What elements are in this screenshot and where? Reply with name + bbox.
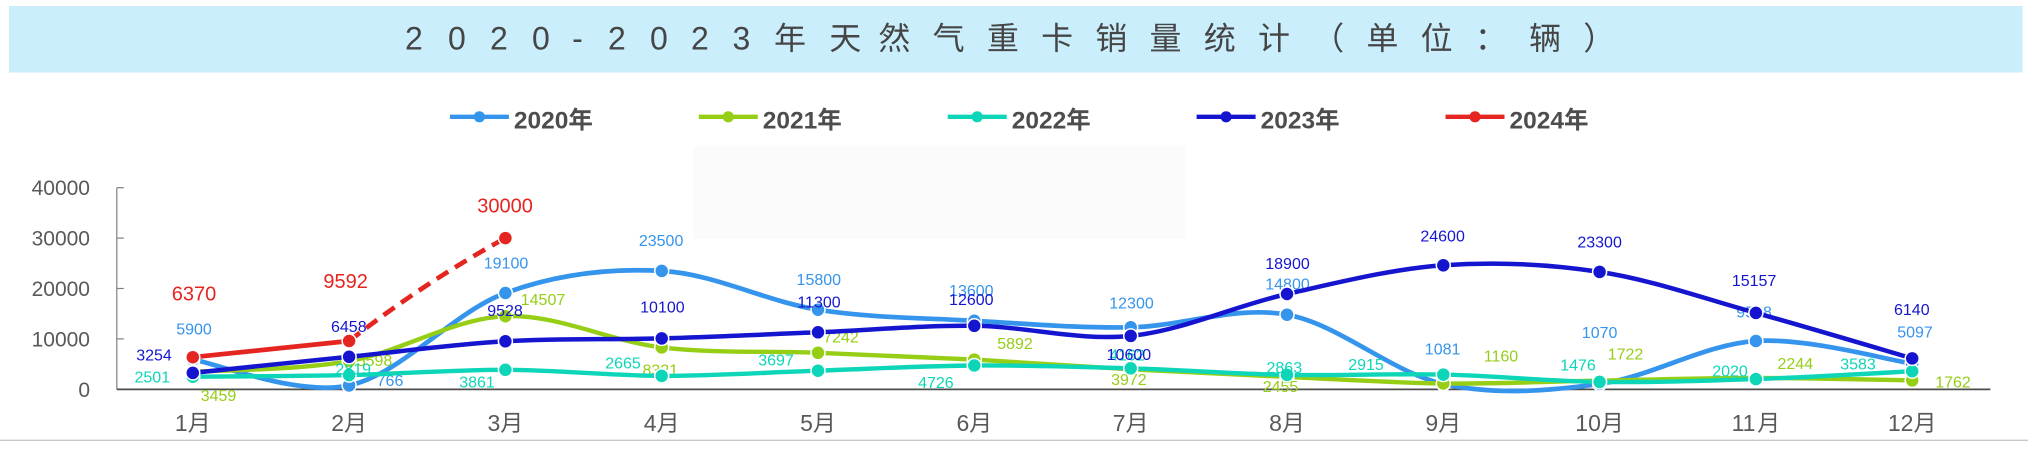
svg-text:5097: 5097 bbox=[1897, 324, 1933, 341]
svg-text:24600: 24600 bbox=[1420, 229, 1465, 246]
svg-text:3583: 3583 bbox=[1840, 357, 1876, 374]
svg-text:2501: 2501 bbox=[135, 370, 171, 387]
svg-text:15800: 15800 bbox=[797, 272, 842, 289]
svg-text:5: 5 bbox=[800, 410, 813, 436]
svg-text:2915: 2915 bbox=[1348, 357, 1384, 374]
svg-text:1: 1 bbox=[175, 410, 188, 436]
svg-text:20000: 20000 bbox=[32, 278, 90, 301]
svg-text:5892: 5892 bbox=[997, 336, 1033, 353]
svg-text:11300: 11300 bbox=[797, 295, 840, 312]
svg-text:1476: 1476 bbox=[1560, 357, 1596, 374]
svg-text:2: 2 bbox=[331, 410, 344, 436]
svg-text:4162: 4162 bbox=[1109, 347, 1145, 364]
svg-text:9: 9 bbox=[1425, 410, 1438, 436]
svg-text:30000: 30000 bbox=[32, 228, 90, 251]
svg-text:766: 766 bbox=[377, 373, 404, 390]
svg-text:30000: 30000 bbox=[477, 196, 533, 218]
svg-text:19100: 19100 bbox=[484, 255, 529, 272]
svg-text:2020: 2020 bbox=[514, 107, 569, 134]
svg-text:10600: 10600 bbox=[1107, 347, 1152, 364]
svg-text:1081: 1081 bbox=[1425, 341, 1461, 358]
svg-text:6140: 6140 bbox=[1894, 302, 1930, 319]
svg-text:2024: 2024 bbox=[1510, 107, 1565, 134]
svg-text:2819: 2819 bbox=[335, 361, 371, 378]
svg-text:0: 0 bbox=[78, 379, 90, 402]
svg-text:23500: 23500 bbox=[639, 233, 684, 250]
svg-text:3972: 3972 bbox=[1111, 372, 1147, 389]
svg-text:12300: 12300 bbox=[1109, 296, 1154, 313]
svg-text:9528: 9528 bbox=[487, 303, 523, 320]
svg-text:3861: 3861 bbox=[459, 374, 495, 391]
svg-text:2023: 2023 bbox=[1261, 107, 1316, 134]
svg-text:3697: 3697 bbox=[758, 353, 794, 370]
svg-text:2020-2023: 2020-2023 bbox=[405, 21, 750, 57]
svg-text:2863: 2863 bbox=[1267, 360, 1303, 377]
svg-text:23300: 23300 bbox=[1577, 235, 1622, 252]
svg-text:4726: 4726 bbox=[918, 375, 954, 392]
svg-text:2455: 2455 bbox=[1263, 379, 1299, 396]
svg-text:18900: 18900 bbox=[1265, 256, 1310, 273]
svg-text:11: 11 bbox=[1732, 410, 1756, 436]
svg-text:3459: 3459 bbox=[201, 388, 237, 405]
svg-text:2022: 2022 bbox=[1012, 107, 1067, 134]
svg-text:1160: 1160 bbox=[1484, 348, 1519, 365]
svg-text:9592: 9592 bbox=[323, 271, 368, 293]
svg-text:1762: 1762 bbox=[1935, 375, 1971, 392]
svg-text:2021: 2021 bbox=[763, 107, 818, 134]
svg-text:2020: 2020 bbox=[1712, 363, 1748, 380]
svg-text:3254: 3254 bbox=[136, 347, 172, 364]
svg-text:4: 4 bbox=[644, 410, 657, 436]
svg-text:8: 8 bbox=[1269, 410, 1282, 436]
svg-text:7: 7 bbox=[1113, 410, 1126, 436]
svg-text:1722: 1722 bbox=[1608, 347, 1644, 364]
svg-text:12: 12 bbox=[1888, 410, 1914, 436]
svg-text:10100: 10100 bbox=[640, 300, 685, 317]
svg-text:12600: 12600 bbox=[949, 292, 994, 309]
svg-text:10000: 10000 bbox=[32, 328, 90, 351]
svg-text:3: 3 bbox=[488, 410, 501, 436]
svg-text:14507: 14507 bbox=[521, 292, 566, 309]
svg-text:1070: 1070 bbox=[1582, 325, 1618, 342]
svg-text:5900: 5900 bbox=[176, 321, 212, 338]
svg-text:2665: 2665 bbox=[605, 356, 641, 373]
svg-text:6458: 6458 bbox=[331, 319, 367, 336]
svg-text:40000: 40000 bbox=[32, 177, 90, 200]
svg-text:2244: 2244 bbox=[1778, 356, 1814, 373]
svg-text:13600: 13600 bbox=[949, 283, 994, 300]
svg-text:6: 6 bbox=[957, 410, 970, 436]
svg-text:15157: 15157 bbox=[1732, 273, 1777, 290]
svg-text:10: 10 bbox=[1575, 410, 1601, 436]
svg-text:6370: 6370 bbox=[172, 283, 217, 305]
